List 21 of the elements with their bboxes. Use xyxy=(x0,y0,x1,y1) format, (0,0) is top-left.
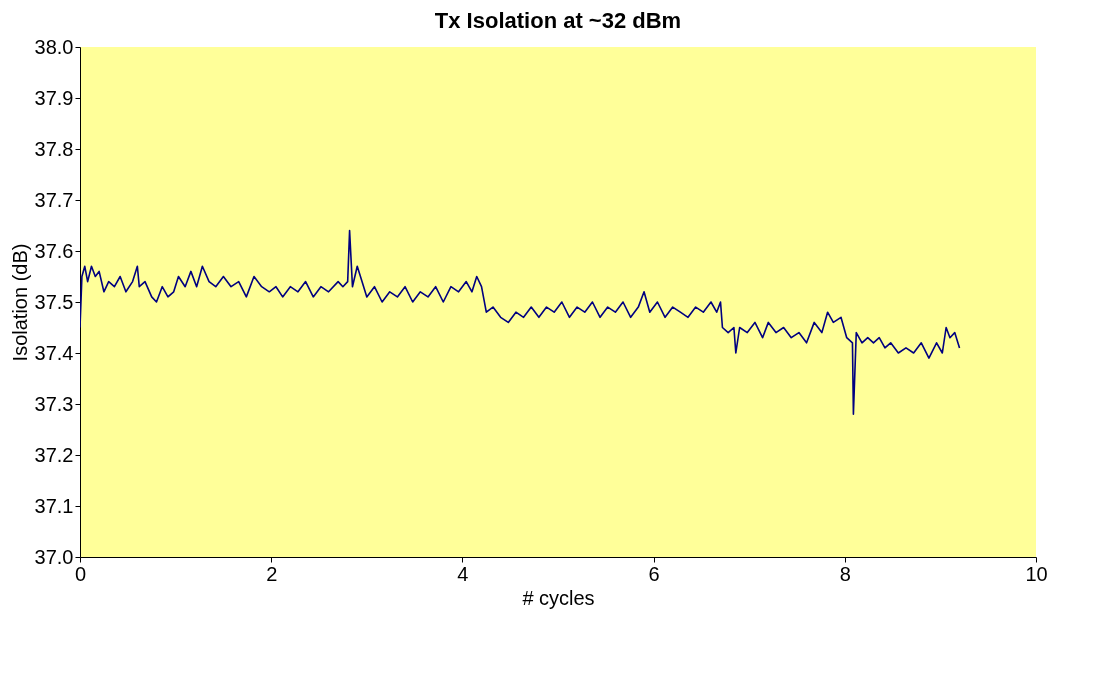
x-tick-label: 2 xyxy=(266,562,278,585)
x-tick-label: 8 xyxy=(839,562,851,585)
y-tick-label: 37.7 xyxy=(34,188,74,211)
y-tick-label: 37.1 xyxy=(34,494,74,517)
y-tick-label: 37.5 xyxy=(34,290,74,313)
y-tick-label: 37.4 xyxy=(34,341,74,364)
x-axis-title: # cycles xyxy=(522,586,595,609)
x-tick-label: 4 xyxy=(457,562,469,585)
y-tick-label: 37.6 xyxy=(34,239,74,262)
y-axis-title: Isolation (dB) xyxy=(8,243,31,362)
line-series xyxy=(80,229,961,415)
x-tick-label: 0 xyxy=(74,562,87,585)
y-tick-label: 37.2 xyxy=(34,443,74,466)
x-tick-label: 10 xyxy=(1025,562,1048,585)
y-tick-label: 37.8 xyxy=(34,137,74,160)
chart-title: Tx Isolation at ~32 dBm xyxy=(434,8,682,33)
y-tick-label: 37.3 xyxy=(34,392,74,415)
y-tick-label: 37.9 xyxy=(34,86,74,109)
y-tick-label: 38.0 xyxy=(34,35,74,58)
y-tick-label: 37.0 xyxy=(34,545,74,568)
x-tick-label: 6 xyxy=(648,562,660,585)
